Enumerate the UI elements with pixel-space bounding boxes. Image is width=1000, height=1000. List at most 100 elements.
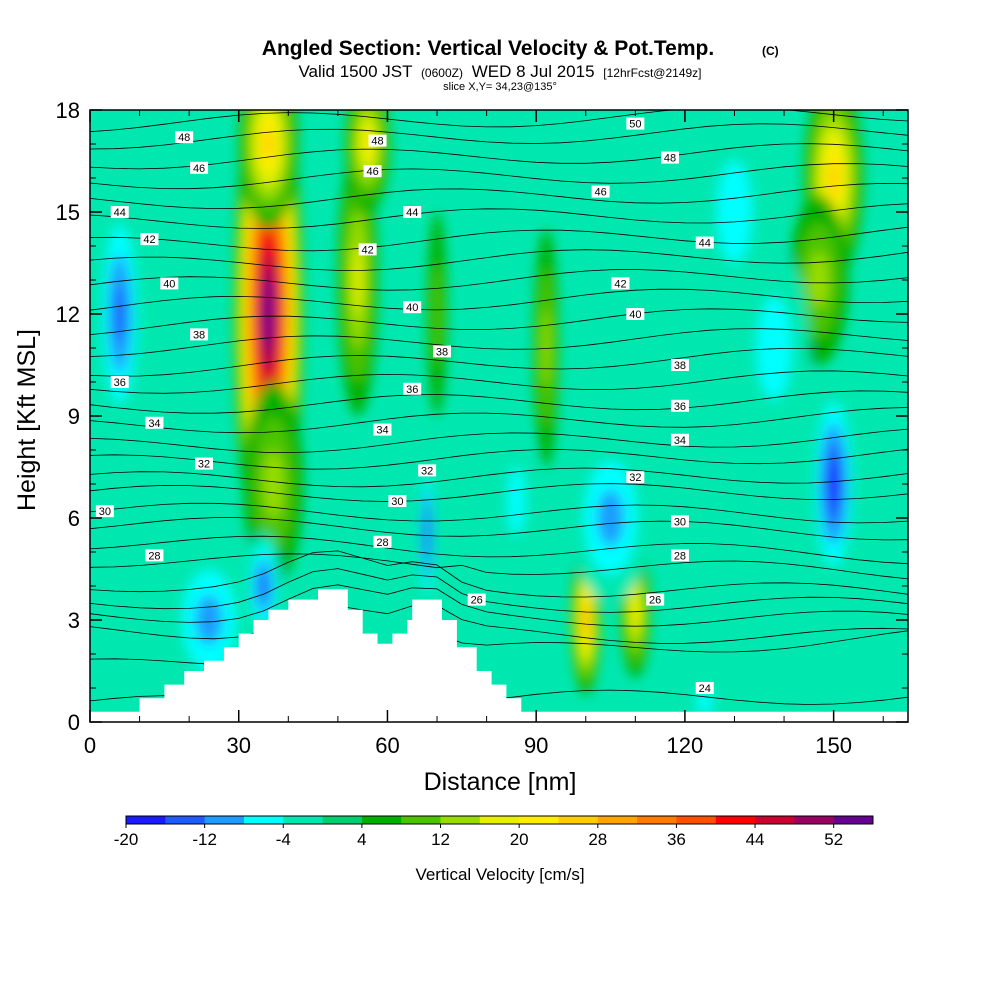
y-tick-label: 3	[68, 608, 80, 633]
colorbar-swatch	[440, 816, 481, 824]
svg-text:40: 40	[163, 278, 175, 290]
valid-utc: (0600Z)	[421, 66, 463, 80]
contour-label: 26	[467, 593, 486, 607]
contour-label: 42	[358, 243, 377, 256]
isentrope-line	[90, 347, 908, 377]
svg-text:48: 48	[178, 132, 190, 144]
contour-label: 44	[695, 236, 714, 250]
svg-text:36: 36	[114, 377, 126, 389]
svg-text:42: 42	[614, 278, 626, 290]
svg-text:48: 48	[664, 153, 676, 165]
contour-label: 32	[418, 464, 437, 477]
isentrope-line	[90, 553, 908, 580]
colorbar-swatch	[126, 816, 166, 824]
y-tick-label: 6	[68, 506, 80, 531]
x-tick-label: 150	[815, 733, 852, 758]
isentrope-line	[90, 123, 908, 150]
valid-date: WED 8 Jul 2015	[472, 62, 595, 81]
valid-line: Valid 1500 JST (0600Z) WED 8 Jul 2015 [1…	[298, 62, 701, 81]
svg-text:44: 44	[406, 207, 418, 219]
colorbar-tick-label: 52	[824, 830, 843, 849]
contour-label: 46	[190, 161, 209, 175]
forecast-info: [12hrFcst@2149z]	[603, 66, 701, 80]
isentrope-line	[90, 370, 908, 394]
isentrope-line	[90, 390, 908, 414]
isentrope-line	[90, 308, 908, 335]
svg-text:28: 28	[674, 550, 686, 562]
isentrope-line	[90, 182, 908, 210]
contour-label: 36	[670, 399, 689, 413]
velocity-cell	[828, 161, 839, 195]
colorbar-tick-label: -4	[276, 830, 291, 849]
contour-label: 30	[95, 505, 114, 518]
svg-text:40: 40	[629, 309, 641, 321]
velocity-cell	[507, 467, 526, 535]
y-tick-label: 0	[68, 710, 80, 735]
colorbar-swatch	[833, 816, 874, 824]
colorbar-tick-label: -20	[114, 830, 139, 849]
colorbar-swatch	[322, 816, 363, 824]
colorbar-tick-label: 36	[667, 830, 686, 849]
contour-label: 34	[670, 433, 689, 447]
colorbar-tick-label: 28	[588, 830, 607, 849]
colorbar-tick-label: 20	[510, 830, 529, 849]
isentrope-line	[90, 467, 908, 488]
velocity-cell	[195, 595, 223, 645]
colorbar-tick-label: 4	[357, 830, 366, 849]
isentrope-line	[90, 428, 908, 454]
contour-label: 40	[160, 277, 179, 290]
svg-text:26: 26	[649, 595, 661, 607]
colorbar-swatch	[401, 816, 442, 824]
svg-text:34: 34	[376, 425, 388, 437]
colorbar-swatch	[243, 816, 284, 824]
isentrope-line	[90, 448, 908, 470]
contour-label: 44	[403, 206, 422, 219]
isentrope-line	[90, 203, 908, 229]
chart-title: Angled Section: Vertical Velocity & Pot.…	[262, 37, 714, 60]
y-tick-label: 18	[56, 98, 80, 123]
contour-label: 44	[110, 206, 129, 219]
isentrope-line	[90, 143, 908, 170]
contour-label: 40	[626, 308, 645, 321]
svg-text:28: 28	[376, 537, 388, 549]
svg-text:32: 32	[629, 472, 641, 484]
contour-label: 38	[432, 345, 451, 358]
contour-label: 30	[670, 515, 689, 528]
contour-label: 32	[626, 471, 645, 484]
svg-text:44: 44	[114, 207, 126, 219]
contour-label: 28	[373, 535, 392, 549]
plot-area: 48 46 44 42 40 38 36 34 32 30 28 48 46 44 42 40 38 36 34 32…	[90, 110, 908, 722]
colorbar: -20 -12 -4 4 12 20 28 36 44 52	[114, 815, 874, 849]
colorbar-swatch	[755, 816, 795, 824]
velocity-cell	[597, 489, 624, 547]
terrain	[90, 589, 908, 722]
velocity-cell	[425, 520, 430, 550]
svg-text:40: 40	[406, 302, 418, 314]
contour-label: 46	[363, 165, 382, 178]
svg-text:36: 36	[674, 401, 686, 413]
x-tick-label: 60	[375, 733, 399, 758]
svg-text:26: 26	[471, 595, 483, 607]
velocity-cell	[263, 129, 274, 159]
contour-label: 38	[190, 328, 209, 341]
velocity-cell	[541, 308, 551, 388]
contour-label: 34	[145, 416, 164, 430]
contour-label: 50	[626, 117, 645, 131]
colorbar-tick-label: -12	[192, 830, 217, 849]
svg-text:30: 30	[674, 516, 686, 528]
velocity-cell	[265, 295, 271, 333]
svg-text:34: 34	[674, 435, 686, 447]
svg-text:46: 46	[595, 187, 607, 199]
colorbar-swatch	[361, 816, 402, 824]
velocity-field	[97, 110, 864, 722]
svg-text:46: 46	[366, 166, 378, 178]
svg-text:30: 30	[391, 496, 403, 508]
isentrope-line	[90, 502, 908, 524]
colorbar-tick-label: 44	[746, 830, 765, 849]
contour-label: 46	[591, 185, 610, 199]
colorbar-swatch	[794, 816, 835, 824]
isentrope-line	[90, 407, 908, 434]
colorbar-swatch	[519, 816, 559, 824]
